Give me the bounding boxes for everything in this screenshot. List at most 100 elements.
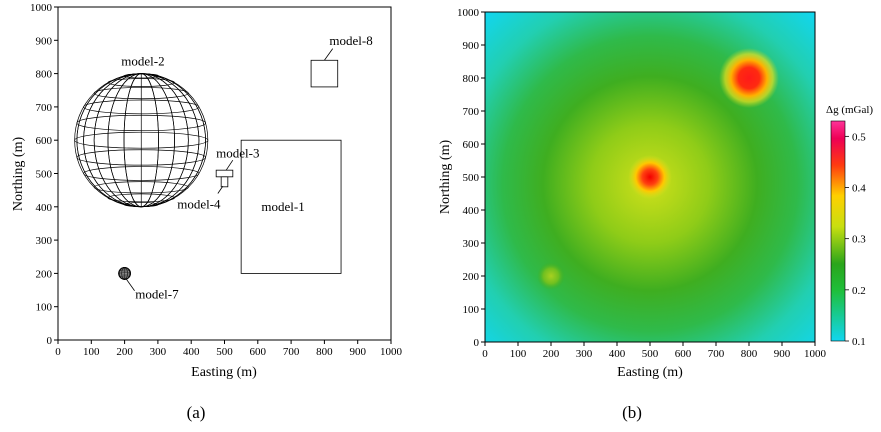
- colorbar: Δg (mGal) 0.1 0.2 0.3 0.4 0.5: [826, 104, 873, 348]
- y-axis-ticks: 0 100 200 300 400 500 600 700 800 900 1000: [457, 7, 485, 349]
- y-tick-label: 400: [36, 202, 53, 214]
- x-tick-label: 500: [642, 348, 659, 360]
- heatmap-image: [485, 12, 815, 342]
- colorbar-tick-label: 0.5: [852, 131, 866, 143]
- panel-a-model-diagram: model-1 model-8 model-2 model-7 model-3 model…: [11, 2, 403, 422]
- colorbar-tick-label: 0.1: [852, 336, 866, 348]
- model-2-parallel: [107, 193, 175, 203]
- y-tick-label: 100: [463, 304, 480, 316]
- x-tick-label: 200: [543, 348, 560, 360]
- x-axis-title: Easting (m): [191, 365, 257, 380]
- x-tick-label: 900: [349, 346, 366, 358]
- y-tick-label: 400: [463, 205, 480, 217]
- y-tick-label: 600: [463, 139, 480, 151]
- model-2-parallel: [74, 131, 209, 149]
- y-tick-label: 0: [47, 335, 53, 347]
- x-tick-label: 0: [55, 346, 61, 358]
- colorbar-tick-label: 0.4: [852, 183, 866, 195]
- x-tick-label: 400: [609, 348, 626, 360]
- y-tick-label: 700: [36, 102, 53, 114]
- model-2-parallel: [76, 149, 206, 166]
- model-4-label: model-4: [177, 196, 221, 211]
- anomaly-peak: [719, 48, 779, 108]
- model-2-parallel: [76, 114, 206, 132]
- y-axis-ticks: 0 100 200 300 400 500 600 700 800 900 1000: [30, 2, 58, 347]
- model-2-shape: model-2: [74, 53, 209, 208]
- x-tick-label: 300: [576, 348, 593, 360]
- colorbar-tick-label: 0.3: [852, 234, 866, 246]
- panel-label-b: (b): [622, 403, 642, 422]
- x-tick-label: 900: [774, 348, 791, 360]
- y-tick-label: 800: [463, 73, 480, 85]
- y-tick-label: 0: [474, 337, 480, 349]
- model-1-label: model-1: [261, 199, 304, 214]
- model-1-rectangle: [240, 139, 342, 274]
- model-2-parallel: [93, 87, 189, 100]
- x-axis-title: Easting (m): [617, 365, 683, 380]
- model-8-shape: model-8: [310, 33, 373, 88]
- x-tick-label: 800: [316, 346, 333, 358]
- model-2-parallel: [93, 181, 189, 194]
- x-tick-label: 200: [116, 346, 133, 358]
- x-tick-label: 1000: [804, 348, 827, 360]
- model-3-shape: model-3: [215, 146, 260, 178]
- x-tick-label: 500: [216, 346, 233, 358]
- y-tick-label: 1000: [30, 2, 53, 14]
- colorbar-gradient: [830, 120, 846, 342]
- y-tick-label: 200: [36, 268, 53, 280]
- model-2-parallel: [83, 166, 200, 181]
- x-axis-ticks: 0 100 200 300 400 500 600 700 800 900 1000: [55, 340, 403, 358]
- y-axis-title: Northing (m): [438, 140, 453, 215]
- y-tick-label: 900: [463, 40, 480, 52]
- y-tick-label: 800: [36, 69, 53, 81]
- x-tick-label: 400: [183, 346, 200, 358]
- model-shapes: model-1 model-8 model-2 model-7 model-3 model…: [74, 33, 373, 301]
- y-tick-label: 700: [463, 106, 480, 118]
- x-tick-label: 0: [482, 348, 488, 360]
- y-tick-label: 500: [36, 169, 53, 181]
- model-3-rectangle: [215, 169, 234, 178]
- model-2-meridian: [76, 73, 206, 208]
- y-tick-label: 900: [36, 35, 53, 47]
- y-tick-label: 100: [36, 302, 53, 314]
- panel-label-a: (a): [187, 403, 206, 422]
- model-7-shape: model-7: [118, 267, 179, 301]
- y-tick-label: 600: [36, 135, 53, 147]
- model-8-label: model-8: [329, 33, 372, 48]
- model-7-label: model-7: [135, 286, 179, 301]
- y-tick-label: 500: [463, 172, 480, 184]
- model-3-leader: [225, 159, 234, 171]
- x-tick-label: 1000: [380, 346, 403, 358]
- model-1-shape: model-1: [240, 139, 342, 274]
- x-tick-label: 700: [283, 346, 300, 358]
- model-4-rectangle: [220, 176, 229, 188]
- x-axis-ticks: 0 100 200 300 400 500 600 700 800 900 1000: [482, 342, 827, 360]
- panel-b-gravity-anomaly-map: 0 100 200 300 400 500 600 700 800 900 1000 0 100 200…: [438, 7, 873, 422]
- model-3-label: model-3: [216, 146, 259, 161]
- model-2-parallel: [83, 99, 200, 115]
- y-tick-label: 300: [463, 238, 480, 250]
- model-2-parallel: [107, 78, 175, 87]
- y-tick-label: 200: [463, 271, 480, 283]
- x-tick-label: 600: [250, 346, 267, 358]
- colorbar-title: Δg (mGal): [826, 104, 873, 116]
- model-7-leader: [125, 278, 135, 291]
- x-tick-label: 800: [741, 348, 758, 360]
- y-tick-label: 1000: [457, 7, 480, 19]
- model-4-shape: model-4: [177, 176, 229, 211]
- model-8-leader: [324, 48, 334, 61]
- x-tick-label: 600: [675, 348, 692, 360]
- colorbar-tick-label: 0.2: [852, 285, 866, 297]
- model-4-leader: [217, 185, 224, 194]
- colorbar-ticks: 0.1 0.2 0.3 0.4 0.5: [845, 131, 866, 348]
- model-7-fill: [118, 267, 131, 280]
- x-tick-label: 700: [708, 348, 725, 360]
- anomaly-peak: [537, 262, 565, 290]
- y-axis-title: Northing (m): [11, 137, 26, 212]
- x-tick-label: 100: [510, 348, 527, 360]
- x-tick-label: 300: [150, 346, 167, 358]
- x-tick-label: 100: [83, 346, 100, 358]
- y-tick-label: 300: [36, 235, 53, 247]
- model-2-label: model-2: [121, 53, 164, 68]
